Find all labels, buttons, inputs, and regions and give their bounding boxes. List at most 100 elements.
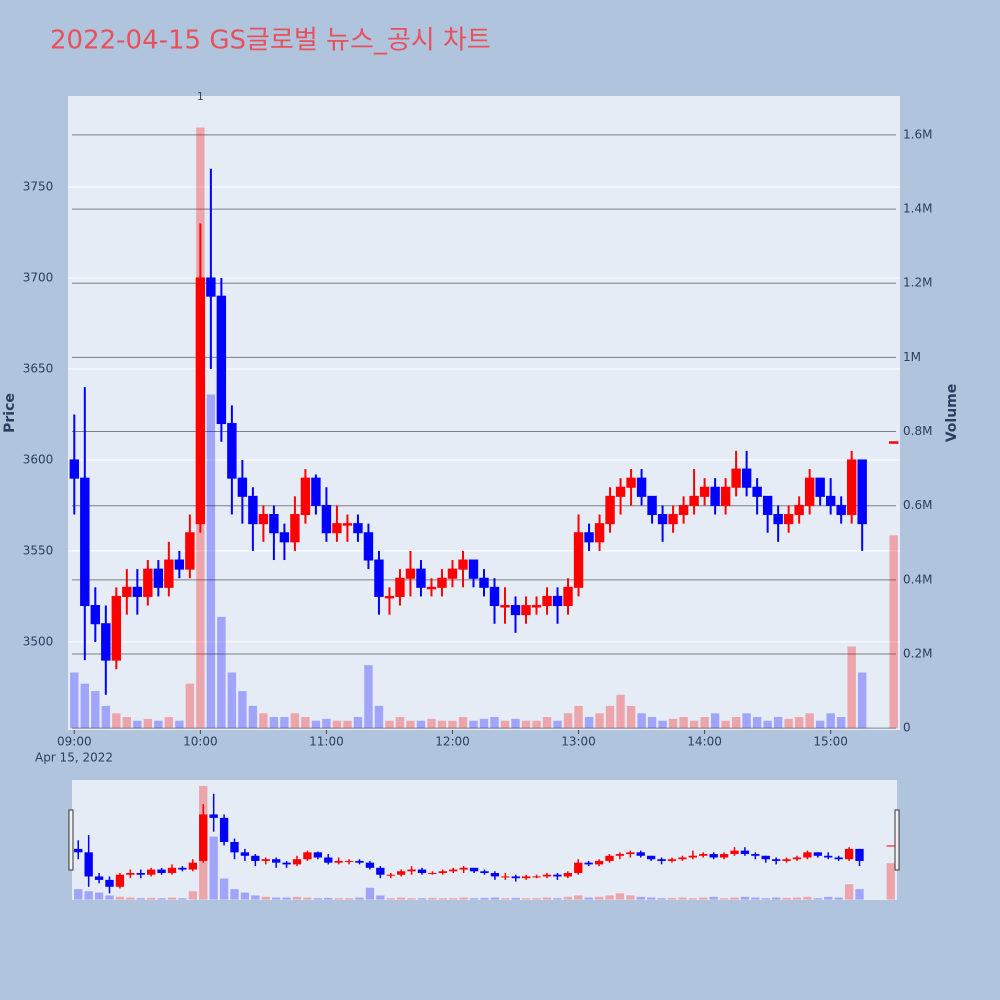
volume-bar bbox=[805, 713, 814, 729]
volume-bar bbox=[731, 717, 741, 729]
volume-bar bbox=[91, 691, 100, 729]
candle-body bbox=[416, 568, 426, 588]
x-tick-label: 13:00 bbox=[561, 735, 596, 749]
slider-candle-body bbox=[272, 859, 281, 863]
volume-bar bbox=[857, 672, 867, 729]
slider-candle-body bbox=[449, 869, 458, 872]
candle-body bbox=[500, 605, 510, 608]
slider-candle-body bbox=[751, 854, 760, 856]
volume-bar bbox=[826, 713, 835, 729]
slider-volume-bar bbox=[730, 897, 739, 900]
slider-volume-bar bbox=[844, 884, 854, 900]
candle-body bbox=[290, 514, 300, 543]
candle-body bbox=[437, 577, 447, 588]
slider-candle-body bbox=[417, 869, 427, 873]
range-slider[interactable] bbox=[72, 780, 897, 900]
slider-volume-bar bbox=[522, 898, 531, 900]
candle-body bbox=[731, 468, 741, 488]
slider-candle-body bbox=[490, 872, 500, 877]
slider-candle-body bbox=[344, 860, 354, 862]
candle-body bbox=[468, 559, 479, 579]
slider-volume-bar bbox=[449, 898, 458, 900]
slider-handle-left[interactable] bbox=[68, 809, 74, 871]
slider-volume-bar bbox=[74, 889, 83, 900]
volume-bar bbox=[385, 720, 394, 729]
candle-body bbox=[804, 477, 815, 506]
annotation: 1 bbox=[197, 90, 204, 103]
candle-body bbox=[794, 504, 804, 516]
volume-bar bbox=[280, 717, 289, 729]
slider-candle-body bbox=[438, 871, 447, 873]
volume-bar bbox=[364, 665, 373, 729]
candle-body bbox=[720, 486, 731, 506]
candle-body bbox=[668, 514, 678, 525]
candle-body bbox=[195, 277, 206, 525]
slider-volume-bar bbox=[647, 897, 656, 900]
volume-bar bbox=[133, 720, 142, 729]
candle-body bbox=[531, 605, 542, 608]
volume-bar bbox=[259, 713, 268, 729]
slider-candle-body bbox=[84, 852, 93, 877]
slider-volume-bar bbox=[397, 897, 406, 900]
slider-volume-bar bbox=[272, 897, 281, 900]
volume-bar bbox=[143, 718, 153, 729]
slider-volume-bar bbox=[365, 887, 375, 900]
slider-candle-body bbox=[428, 872, 437, 874]
volume-bar bbox=[836, 717, 846, 729]
volume-bar bbox=[616, 694, 625, 729]
slider-candle-body bbox=[855, 848, 864, 861]
candle-body bbox=[710, 486, 720, 506]
slider-candle-body bbox=[261, 859, 270, 861]
slider-candle-body bbox=[178, 867, 187, 870]
slider-handle-right[interactable] bbox=[894, 809, 900, 871]
volume-bar bbox=[742, 713, 751, 729]
candle-body bbox=[510, 605, 521, 616]
slider-candle-body bbox=[803, 852, 812, 858]
volume-bar bbox=[301, 717, 310, 729]
slider-candle-body bbox=[844, 848, 854, 860]
slider-candle-body bbox=[636, 852, 645, 856]
candle-body bbox=[132, 586, 143, 597]
volume-bar bbox=[889, 535, 898, 729]
slider-candle-body bbox=[709, 854, 718, 858]
volume-bar bbox=[154, 720, 163, 729]
slider-volume-bar bbox=[772, 897, 781, 900]
volume-bar bbox=[343, 720, 352, 729]
volume-bar bbox=[773, 717, 783, 729]
volume-bar bbox=[784, 718, 793, 729]
slider-volume-bar bbox=[792, 897, 802, 900]
slider-candle-body bbox=[136, 872, 145, 875]
y-axis-title: Price bbox=[2, 393, 18, 433]
slider-volume-bar bbox=[574, 895, 583, 900]
slider-volume-bar bbox=[469, 898, 479, 900]
candle-body bbox=[279, 532, 290, 543]
candle-body bbox=[384, 595, 395, 599]
slider-candle-body bbox=[105, 879, 114, 887]
candle-body bbox=[741, 468, 752, 488]
volume-bar bbox=[80, 683, 90, 729]
candle-body bbox=[185, 532, 195, 570]
candle-body bbox=[332, 523, 342, 534]
volume-bar bbox=[647, 717, 657, 729]
candle-body bbox=[815, 477, 825, 497]
slider-candle-body bbox=[584, 862, 593, 865]
candle-body bbox=[888, 441, 899, 444]
slider-volume-bar bbox=[719, 898, 729, 900]
slider-volume-bar bbox=[428, 897, 437, 900]
slider-candle-body bbox=[459, 867, 468, 870]
candle-body bbox=[594, 523, 605, 543]
slider-candle-body bbox=[772, 859, 781, 861]
candle-body bbox=[479, 577, 489, 588]
slider-volume-bar bbox=[751, 897, 760, 900]
candle-body bbox=[773, 514, 783, 525]
volume-bar bbox=[101, 705, 111, 729]
slider-candle-body bbox=[115, 874, 125, 887]
candle-body bbox=[689, 495, 699, 506]
volume-bar bbox=[374, 705, 384, 729]
slider-candle-body bbox=[199, 814, 208, 861]
slider-candle-body bbox=[219, 817, 229, 842]
y2-tick-label: 0.6M bbox=[903, 498, 932, 512]
y-tick-label: 3650 bbox=[23, 361, 54, 375]
slider-candle-body bbox=[376, 867, 385, 875]
volume-bar bbox=[637, 713, 646, 729]
